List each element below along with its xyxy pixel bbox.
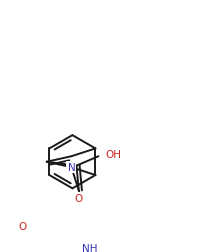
Text: O: O <box>19 221 27 231</box>
Text: N: N <box>68 163 75 173</box>
Text: NH: NH <box>82 243 98 252</box>
Text: O: O <box>75 193 83 203</box>
Text: OH: OH <box>105 149 121 159</box>
